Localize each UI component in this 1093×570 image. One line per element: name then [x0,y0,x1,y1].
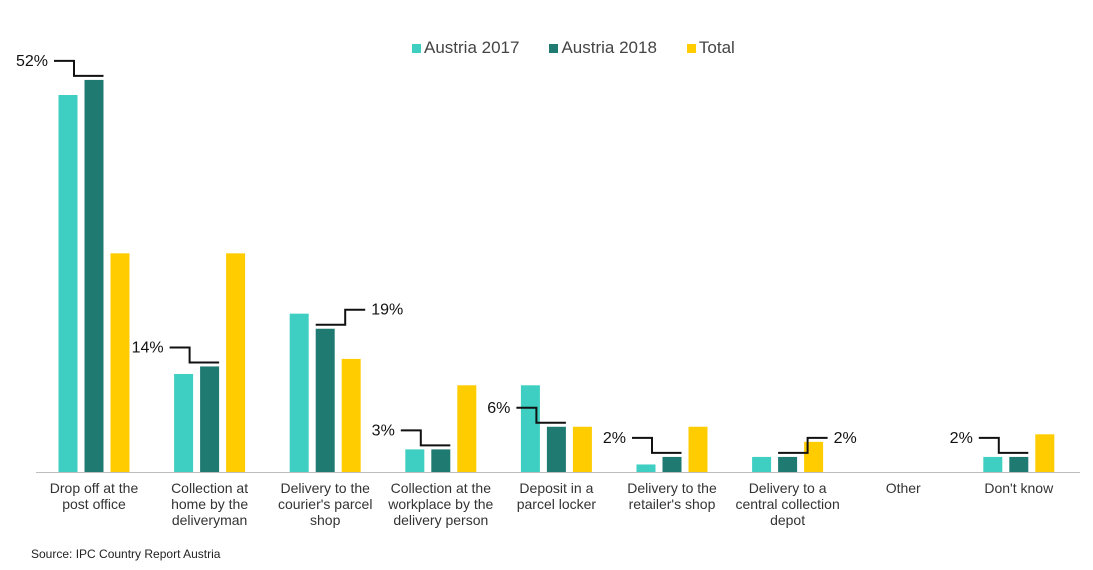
bar-austria-2018-2 [315,328,335,472]
legend-swatch-total [686,43,696,53]
bar-austria-2017-4 [520,385,540,472]
bar-austria-2017-1 [174,373,194,472]
annotation-label-4: 6% [487,400,510,417]
bar-austria-2017-5 [636,464,656,472]
category-label-4-line-0: Deposit in a [519,480,593,496]
annotation-1: 14% [132,339,220,364]
bar-total-3 [457,385,477,472]
category-label-1-line-2: deliveryman [172,512,247,528]
legend-item-austria-2018: Austria 2018 [549,38,657,58]
annotation-label-6: 2% [834,430,857,447]
category-label-0-line-1: post office [62,496,126,512]
category-label-3-line-1: workplace by the [387,496,493,512]
legend-swatch-austria-2018 [549,43,559,53]
category-label-2-line-0: Delivery to the [280,480,370,496]
bar-austria-2017-2 [289,313,309,472]
bar-austria-2017-3 [405,449,425,472]
annotation-label-5: 2% [603,430,626,447]
chart-legend: Austria 2017 Austria 2018 Total [412,38,735,58]
bar-total-5 [688,426,708,472]
bar-total-0 [110,253,130,472]
annotation-4: 6% [487,400,566,424]
bar-total-8 [1035,434,1055,472]
category-label-1-line-0: Collection at [171,480,248,496]
annotation-5: 2% [603,430,682,454]
bar-austria-2018-0 [84,79,104,473]
annotation-label-2: 19% [371,302,403,319]
annotation-6: 2% [778,430,857,454]
legend-swatch-austria-2017 [412,43,421,53]
category-label-0-line-0: Drop off at the [50,480,139,496]
annotation-leader-line-0 [54,59,104,77]
bar-total-2 [341,358,361,472]
bar-austria-2018-1 [200,366,220,472]
category-label-1-line-1: home by the [171,496,248,512]
legend-label-austria-2018: Austria 2018 [561,38,657,57]
legend-label-total: Total [698,38,735,57]
bar-austria-2018-8 [1009,456,1029,472]
category-label-8-line-0: Don't know [984,480,1054,496]
bar-austria-2017-6 [752,456,772,472]
bar-total-4 [572,426,592,472]
bar-austria-2017-0 [58,95,78,472]
category-label-3-line-0: Collection at the [391,480,492,496]
category-label-7-line-0: Other [886,480,921,496]
annotation-leader-line-2 [315,308,366,326]
legend-item-austria-2017: Austria 2017 [412,38,519,58]
legend-label-austria-2017: Austria 2017 [424,38,520,57]
category-label-5-line-0: Delivery to the [627,480,717,496]
annotation-label-7: 2% [950,430,973,447]
annotation-label-0: 52% [16,53,48,70]
category-label-5-line-1: retailer's shop [629,496,716,512]
annotation-leader-line-4 [516,406,566,424]
annotation-0: 52% [16,53,104,77]
annotation-leader-line-7 [978,436,1029,454]
category-label-4-line-1: parcel locker [517,496,597,512]
annotation-leader-line-3 [400,429,451,447]
annotation-label-3: 3% [372,422,395,439]
bar-austria-2018-4 [546,426,566,472]
annotation-leader-line-6 [778,436,828,454]
annotation-label-1: 14% [132,339,164,356]
category-label-2-line-1: courier's parcel [278,496,373,512]
annotation-3: 3% [372,422,451,447]
annotation-leader-line-1 [169,346,220,364]
category-label-2-line-2: shop [310,512,341,528]
annotation-leader-line-5 [632,436,682,454]
bar-austria-2017-8 [983,456,1003,472]
bar-total-6 [804,441,824,472]
legend-item-total: Total [686,38,735,58]
bar-austria-2018-3 [431,449,451,472]
annotation-7: 2% [950,430,1029,454]
source-note: Source: IPC Country Report Austria [31,547,221,561]
bar-austria-2018-6 [778,456,798,472]
category-label-6-line-2: depot [770,512,805,528]
bar-austria-2018-5 [662,456,682,472]
bar-total-1 [226,253,246,472]
annotation-2: 19% [315,302,403,326]
category-label-6-line-1: central collection [735,496,839,512]
category-label-6-line-0: Delivery to a [749,480,827,496]
category-label-3-line-2: delivery person [393,512,488,528]
